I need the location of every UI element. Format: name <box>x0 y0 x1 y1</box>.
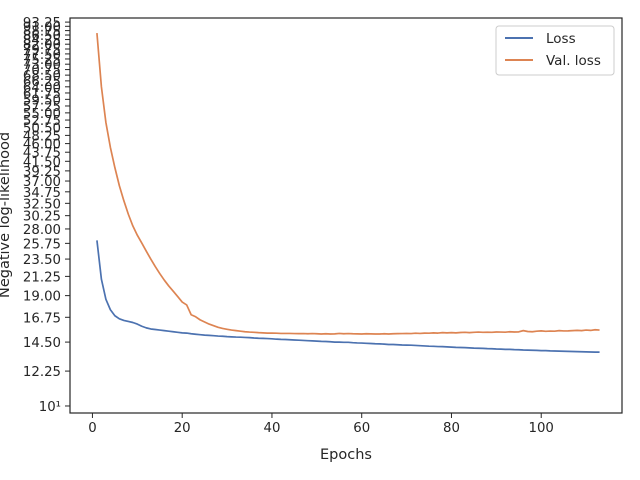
x-tick-label: 100 <box>529 421 554 436</box>
series-line-loss <box>96 240 600 353</box>
y-tick-label: 70.75 <box>23 64 61 79</box>
y-tick-label: 75.25 <box>23 53 61 68</box>
y-tick-label: 52.75 <box>23 114 61 129</box>
y-tick-label: 61.75 <box>23 87 61 102</box>
y-tick-label: 50.50 <box>23 122 61 137</box>
y-tick-label: 55.00 <box>23 107 61 122</box>
x-tick-label: 60 <box>353 421 370 436</box>
y-tick-label: 84.25 <box>23 34 61 49</box>
y-tick-label: 19.00 <box>23 290 61 305</box>
y-tick-label: 37.00 <box>23 175 61 190</box>
y-tick-label: 91.00 <box>23 20 61 35</box>
y-tick-label: 21.25 <box>23 270 61 285</box>
y-tick-label: 12.25 <box>23 365 61 380</box>
y-tick-label: 86.50 <box>23 29 61 44</box>
y-tick-label: 43.75 <box>23 146 61 161</box>
y-tick-label: 28.00 <box>23 223 61 238</box>
y-tick-label: 79.75 <box>23 43 61 58</box>
series-line-val-loss <box>96 32 600 335</box>
legend: Loss Val. loss <box>495 25 615 76</box>
y-tick-label: 46.00 <box>23 138 61 153</box>
x-tick-label: 80 <box>443 421 460 436</box>
plot-lines <box>96 32 600 353</box>
y-tick-label: 39.25 <box>23 165 61 180</box>
y-tick-label: 30.25 <box>23 210 61 225</box>
y-tick-label: 10¹ <box>39 400 61 415</box>
y-tick-label: 16.75 <box>23 311 61 326</box>
x-tick-label: 40 <box>263 421 280 436</box>
y-tick-label: 25.75 <box>23 237 61 252</box>
y-tick-label: 68.50 <box>23 69 61 84</box>
y-tick-label: 34.75 <box>23 186 61 201</box>
y-tick-label: 88.75 <box>23 25 61 40</box>
x-tick-label: 0 <box>88 421 96 436</box>
y-axis-label: Negative log-likelihood <box>0 132 13 298</box>
y-tick-label: 32.50 <box>23 197 61 212</box>
y-tick-label: 59.50 <box>23 93 61 108</box>
x-tick-label: 20 <box>174 421 191 436</box>
y-tick-label: 41.50 <box>23 155 61 170</box>
y-tick-label: 57.25 <box>23 100 61 115</box>
legend-label-loss: Loss <box>546 31 576 47</box>
y-tick-label: 93.25 <box>23 16 61 31</box>
plot-frame <box>69 17 623 414</box>
x-axis-label: Epochs <box>320 447 372 463</box>
y-tick-label: 48.25 <box>23 129 61 144</box>
y-tick-label: 64.00 <box>23 81 61 96</box>
y-tick-label: 77.50 <box>23 48 61 63</box>
legend-label-val-loss: Val. loss <box>546 53 601 69</box>
axis-ticks: 0 20 40 60 80 100 10¹ 12.25 14.50 16.75 19.00 21.25… <box>23 16 554 436</box>
y-tick-label: 73.00 <box>23 58 61 73</box>
y-tick-label: 23.50 <box>23 253 61 268</box>
y-tick-label: 14.50 <box>23 336 61 351</box>
y-tick-label: 82.00 <box>23 38 61 53</box>
y-tick-label: 66.25 <box>23 75 61 90</box>
